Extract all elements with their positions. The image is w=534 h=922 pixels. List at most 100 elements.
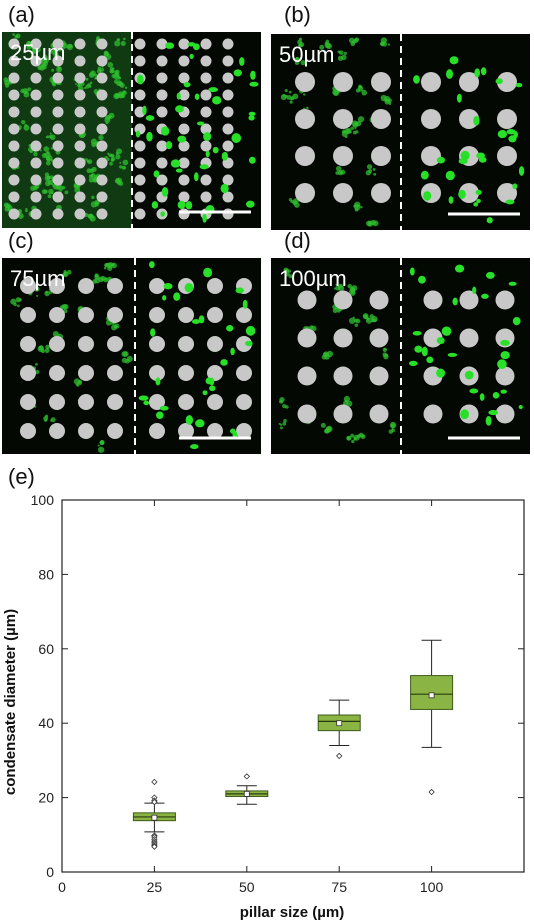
frost-speck	[122, 159, 129, 166]
pillar-left	[295, 109, 315, 129]
pillar-right	[149, 278, 165, 294]
pillar-left	[49, 365, 65, 381]
frost-cluster	[366, 219, 379, 227]
frost-speck	[353, 437, 357, 441]
frost-speck	[123, 166, 126, 169]
pillar-left	[30, 89, 42, 101]
frost-speck	[61, 304, 68, 310]
droplet	[151, 201, 159, 209]
droplet	[414, 345, 423, 353]
frost-cluster	[114, 37, 126, 47]
droplet	[518, 404, 523, 410]
pillar-left	[107, 307, 123, 323]
frost-speck	[350, 286, 355, 292]
pillar-right	[497, 72, 517, 92]
frost-speck	[283, 418, 287, 423]
frost-speck	[51, 68, 55, 72]
frost-speck	[94, 73, 98, 77]
droplet	[233, 69, 242, 77]
frost-cluster	[371, 315, 378, 323]
frost-speck	[57, 66, 61, 70]
pillar-right	[200, 174, 212, 186]
frost-speck	[113, 79, 118, 84]
frost-cluster	[104, 112, 115, 125]
frost-cluster	[388, 421, 397, 434]
droplet	[189, 53, 194, 59]
pillar-right	[459, 109, 479, 129]
frost-speck	[84, 86, 87, 90]
pillar-left	[78, 365, 94, 381]
outlier-marker	[243, 773, 250, 780]
frost-cluster	[121, 351, 133, 364]
frost-speck	[361, 89, 368, 96]
frost-speck	[105, 156, 108, 159]
droplet	[441, 326, 452, 336]
pillar-left	[371, 109, 391, 129]
frost-speck	[353, 204, 357, 208]
pillar-left	[8, 157, 20, 169]
frost-cluster	[348, 37, 360, 47]
frost-cluster	[346, 433, 357, 444]
droplet	[436, 368, 446, 378]
pillar-right	[207, 307, 223, 323]
frost-cluster	[288, 198, 300, 208]
pillar-right	[156, 89, 168, 101]
droplet	[480, 67, 487, 76]
frost-speck	[50, 49, 56, 55]
frost-speck	[357, 116, 365, 123]
droplet	[196, 121, 205, 126]
frost-cluster	[319, 39, 332, 50]
panel-letter-c: (c)	[8, 228, 34, 253]
frost-cluster	[355, 84, 368, 96]
droplet	[248, 156, 256, 164]
droplet	[239, 57, 245, 66]
droplet	[173, 292, 181, 301]
pillar-size-label: 75µm	[10, 266, 66, 291]
frost-speck	[96, 36, 100, 40]
panel-letter-d: (d)	[284, 228, 311, 253]
pillar-right	[200, 191, 212, 203]
droplet	[420, 170, 429, 180]
frost-speck	[362, 313, 369, 319]
droplet	[191, 319, 201, 325]
droplet	[505, 199, 515, 205]
pillar-left	[96, 55, 108, 67]
frost-speck	[352, 316, 355, 319]
pillar-left	[107, 336, 123, 352]
frost-speck	[124, 358, 130, 364]
pillar-right	[178, 72, 190, 84]
frost-speck	[115, 154, 121, 160]
frost-speck	[104, 116, 111, 123]
frost-cluster	[320, 422, 333, 434]
frost-speck	[319, 44, 325, 50]
frost-speck	[91, 166, 97, 172]
frost-speck	[285, 405, 289, 409]
frost-cluster	[45, 132, 56, 141]
frost-cluster	[353, 201, 363, 212]
droplet	[161, 186, 169, 197]
frost-speck	[362, 434, 365, 438]
frost-speck	[123, 37, 126, 41]
frost-speck	[117, 38, 121, 42]
frost-speck	[119, 165, 123, 169]
x-tick-label: 100	[420, 879, 444, 895]
pillar-right	[134, 55, 146, 67]
frost-cluster	[280, 89, 292, 101]
pillar-left	[52, 208, 64, 220]
pillar-left	[30, 174, 42, 186]
pillar-right	[236, 336, 252, 352]
frost-cluster	[73, 378, 82, 387]
x-axis-label: pillar size (µm)	[240, 904, 345, 921]
frost-speck	[58, 185, 64, 191]
frost-speck	[27, 87, 32, 92]
frost-speck	[94, 274, 100, 280]
pillar-left	[96, 208, 108, 220]
pillar-right	[178, 55, 190, 67]
pillar-left	[30, 123, 42, 135]
frost-cluster	[321, 350, 334, 360]
frost-speck	[372, 220, 379, 227]
droplet	[203, 132, 212, 142]
droplet	[473, 115, 480, 126]
pillar-left	[297, 404, 317, 424]
droplet	[512, 317, 521, 326]
